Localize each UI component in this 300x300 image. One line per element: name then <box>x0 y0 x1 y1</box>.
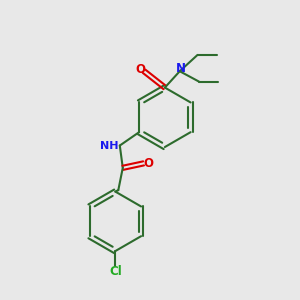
Text: O: O <box>143 157 153 170</box>
Text: NH: NH <box>100 140 118 151</box>
Text: N: N <box>176 62 186 75</box>
Text: Cl: Cl <box>109 266 122 278</box>
Text: O: O <box>136 63 146 76</box>
